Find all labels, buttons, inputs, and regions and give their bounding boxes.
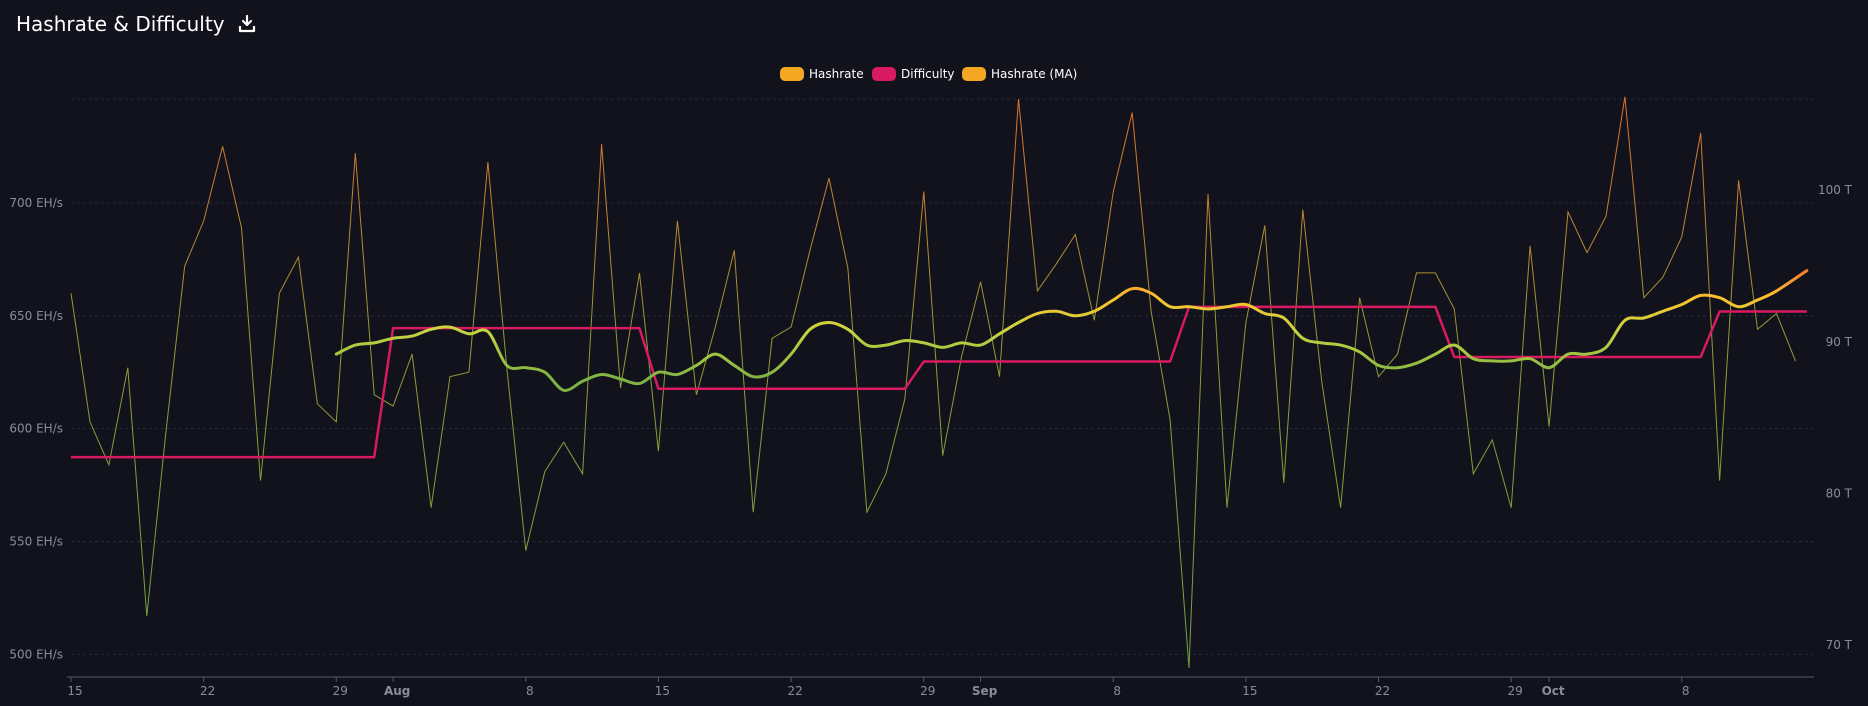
y-left-tick-label: 550 EH/s (9, 535, 63, 549)
x-tick-label: 29 (920, 684, 935, 698)
legend: Hashrate Difficulty Hashrate (MA) (780, 67, 1077, 81)
y-left-tick-label: 650 EH/s (9, 309, 63, 323)
legend-label: Hashrate (809, 67, 864, 81)
chart-header: Hashrate & Difficulty (16, 12, 257, 36)
y-left-tick-label: 700 EH/s (9, 196, 63, 210)
series-difficulty-line (71, 305, 1807, 459)
axes: 500 EH/s 550 EH/s 600 EH/s 650 EH/s 700 EH/s… (9, 183, 1852, 698)
legend-label: Hashrate (MA) (991, 67, 1077, 81)
x-tick-label: 29 (1508, 684, 1523, 698)
x-tick-label: 8 (1682, 684, 1690, 698)
x-tick-label: 22 (787, 684, 802, 698)
series-hashrate-ma-line (334, 269, 1809, 392)
x-tick-label: 15 (1242, 684, 1257, 698)
series-hashrate-line (70, 96, 1796, 669)
x-tick-label: Oct (1542, 684, 1565, 698)
chart-title: Hashrate & Difficulty (16, 12, 225, 36)
y-left-tick-label: 600 EH/s (9, 422, 63, 436)
x-tick-label: 8 (1113, 684, 1121, 698)
x-tick-label: Sep (972, 684, 998, 698)
y-left-tick-label: 500 EH/s (9, 647, 63, 661)
y-right-tick-label: 80 T (1826, 486, 1853, 500)
series (70, 96, 1809, 669)
y-right-tick-label: 70 T (1826, 638, 1853, 652)
legend-swatch (780, 67, 804, 81)
x-tick-label: Aug (384, 684, 410, 698)
y-right-tick-label: 90 T (1826, 335, 1853, 349)
x-tick-label: 22 (200, 684, 215, 698)
x-tick-label: 15 (67, 684, 82, 698)
legend-item[interactable]: Hashrate (780, 67, 864, 81)
x-tick-label: 8 (526, 684, 534, 698)
x-tick-label: 22 (1375, 684, 1390, 698)
x-tick-label: 15 (655, 684, 670, 698)
x-tick-label: 29 (333, 684, 348, 698)
grid-lines (71, 98, 1814, 655)
download-icon[interactable] (237, 14, 257, 34)
y-right-tick-label: 100 T (1818, 183, 1853, 197)
legend-label: Difficulty (901, 67, 955, 81)
legend-item[interactable]: Hashrate (MA) (962, 67, 1077, 81)
legend-swatch (962, 67, 986, 81)
legend-item[interactable]: Difficulty (872, 67, 955, 81)
legend-swatch (872, 67, 896, 81)
